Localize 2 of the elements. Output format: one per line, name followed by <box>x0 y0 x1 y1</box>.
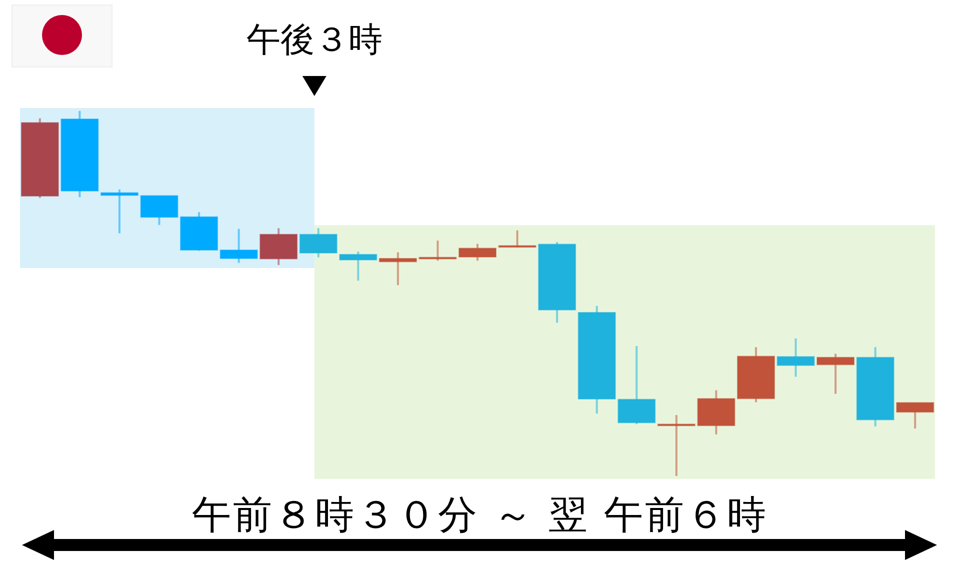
text: 午後３時 <box>246 20 382 60</box>
text: 午前８時３０分 ～ 翌 午前６時 <box>192 493 768 538</box>
